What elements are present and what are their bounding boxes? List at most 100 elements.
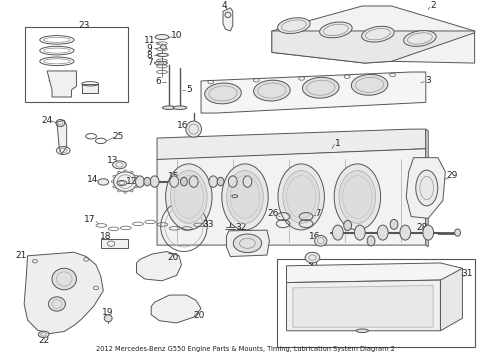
Polygon shape [406,158,445,218]
Ellipse shape [114,172,137,192]
Ellipse shape [160,45,166,49]
Polygon shape [201,72,426,113]
Text: 12: 12 [126,177,137,186]
Text: 23: 23 [78,22,90,31]
Polygon shape [441,268,463,331]
Text: 11: 11 [144,36,155,45]
Polygon shape [57,120,67,154]
Polygon shape [287,280,441,331]
Text: 13: 13 [107,156,119,165]
Text: 18: 18 [100,232,112,241]
Ellipse shape [98,179,109,185]
Ellipse shape [113,175,116,177]
Ellipse shape [302,77,339,98]
Ellipse shape [117,180,127,185]
Ellipse shape [162,106,176,109]
FancyBboxPatch shape [101,239,128,248]
Ellipse shape [173,106,187,109]
Ellipse shape [155,61,167,65]
Ellipse shape [334,164,381,230]
Ellipse shape [416,170,438,206]
Text: 8: 8 [147,51,152,60]
Text: 22: 22 [38,336,49,345]
Polygon shape [287,263,463,283]
Text: 20: 20 [167,253,178,262]
Ellipse shape [305,252,320,263]
Text: 3: 3 [425,76,431,85]
Ellipse shape [228,176,237,187]
Polygon shape [151,295,201,323]
Polygon shape [223,8,233,31]
Ellipse shape [137,180,140,183]
Text: 2: 2 [430,1,436,10]
Text: 2012 Mercedes-Benz G550 Engine Parts & Mounts, Timing, Lubrication System Diagra: 2012 Mercedes-Benz G550 Engine Parts & M… [96,346,394,352]
Ellipse shape [351,75,388,95]
Ellipse shape [209,176,218,187]
Ellipse shape [222,164,268,230]
Text: 15: 15 [169,172,180,181]
Polygon shape [293,285,433,327]
Text: 6: 6 [156,77,161,86]
Text: 7: 7 [147,58,152,67]
Ellipse shape [170,176,178,187]
Polygon shape [47,71,76,97]
Ellipse shape [130,171,133,174]
Polygon shape [272,31,475,63]
Ellipse shape [205,83,241,104]
Ellipse shape [104,315,112,322]
Ellipse shape [118,171,121,174]
Ellipse shape [124,170,127,172]
Ellipse shape [189,176,198,187]
Text: 19: 19 [102,309,114,318]
Text: 25: 25 [112,132,123,141]
Ellipse shape [243,176,252,187]
Ellipse shape [186,121,201,137]
Ellipse shape [315,235,327,246]
Ellipse shape [113,186,116,188]
Polygon shape [157,129,426,159]
Ellipse shape [362,26,394,42]
Ellipse shape [124,191,127,193]
Polygon shape [226,230,270,257]
Text: 14: 14 [87,175,98,184]
Text: 27: 27 [310,209,321,218]
Ellipse shape [155,35,169,40]
Ellipse shape [171,171,207,223]
Ellipse shape [278,18,310,33]
Ellipse shape [400,225,411,240]
Text: 9: 9 [147,44,152,53]
Ellipse shape [367,236,375,246]
Ellipse shape [339,171,376,223]
Ellipse shape [232,195,238,198]
Polygon shape [137,252,181,281]
Ellipse shape [217,177,224,186]
Ellipse shape [113,161,126,169]
Text: 24: 24 [42,116,53,125]
Ellipse shape [332,225,343,240]
Text: 32: 32 [235,223,247,232]
Ellipse shape [343,220,351,230]
Ellipse shape [390,219,398,229]
Ellipse shape [135,175,138,177]
Ellipse shape [319,22,352,38]
Ellipse shape [278,164,324,230]
Text: 10: 10 [171,31,182,40]
Text: 20: 20 [193,311,204,320]
Ellipse shape [52,268,76,290]
Text: 16: 16 [309,232,320,241]
Ellipse shape [118,190,121,192]
Text: 1: 1 [335,139,341,148]
Ellipse shape [158,53,168,57]
Text: 21: 21 [16,251,27,260]
Text: 30: 30 [307,260,318,269]
Text: 5: 5 [186,85,192,94]
Ellipse shape [423,225,434,240]
Ellipse shape [354,225,365,240]
Text: 16: 16 [177,121,189,130]
Ellipse shape [130,190,133,192]
Polygon shape [82,84,98,94]
Ellipse shape [144,177,151,186]
Ellipse shape [166,164,212,230]
Ellipse shape [136,176,145,187]
Text: 34: 34 [235,191,247,200]
